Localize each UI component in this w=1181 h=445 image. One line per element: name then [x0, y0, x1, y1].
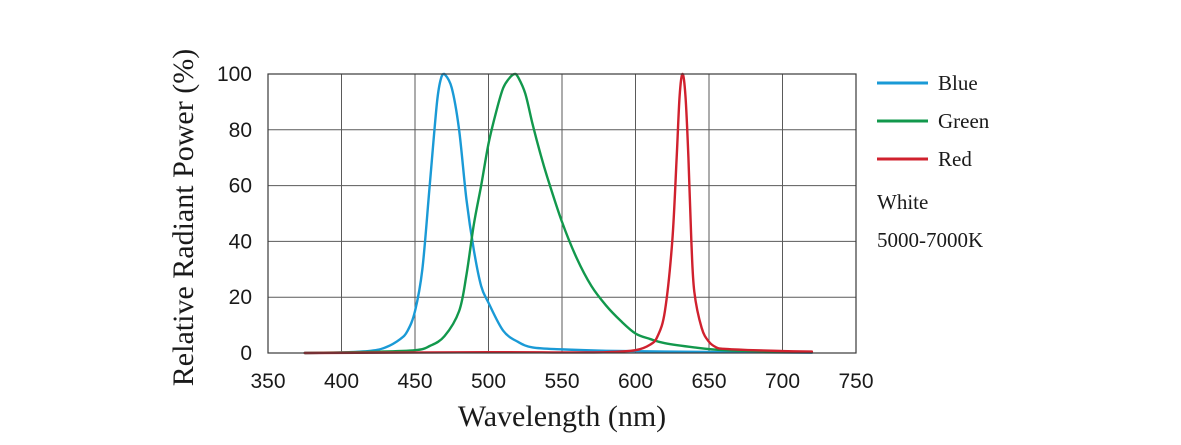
legend-label-red: Red — [938, 147, 972, 171]
x-tick-label: 550 — [544, 370, 579, 393]
y-tick-label: 0 — [240, 342, 252, 365]
legend-label-green: Green — [938, 109, 990, 133]
x-tick-label: 700 — [765, 370, 800, 393]
plot-frame — [267, 73, 857, 354]
series-group — [303, 72, 814, 355]
y-axis-title: Relative Radiant Power (%) — [167, 49, 200, 386]
legend-note-white: White — [877, 190, 928, 214]
x-tick-label: 350 — [250, 370, 285, 393]
x-tick-label: 450 — [397, 370, 432, 393]
legend-note-cct: 5000-7000K — [877, 228, 983, 252]
y-tick-label: 40 — [229, 230, 252, 253]
series-line-blue — [303, 72, 814, 355]
x-tick-label: 650 — [691, 370, 726, 393]
y-tick-label: 60 — [229, 175, 252, 198]
grid — [267, 73, 857, 354]
x-tick-label: 400 — [324, 370, 359, 393]
x-axis-title: Wavelength (nm) — [458, 400, 666, 433]
y-tick-label: 20 — [229, 286, 252, 309]
y-tick-labels: 0 20 40 60 80 100 — [217, 63, 252, 365]
x-tick-label: 600 — [618, 370, 653, 393]
y-tick-label: 80 — [229, 119, 252, 142]
x-tick-labels: 350 400 450 500 550 600 650 700 750 — [250, 370, 873, 393]
series-line-green — [303, 72, 814, 355]
x-tick-label: 500 — [471, 370, 506, 393]
legend: Blue Green Red White 5000-7000K — [877, 71, 990, 252]
y-tick-label: 100 — [217, 63, 252, 86]
legend-label-blue: Blue — [938, 71, 978, 95]
x-tick-label: 750 — [838, 370, 873, 393]
series-line-red — [303, 72, 814, 355]
